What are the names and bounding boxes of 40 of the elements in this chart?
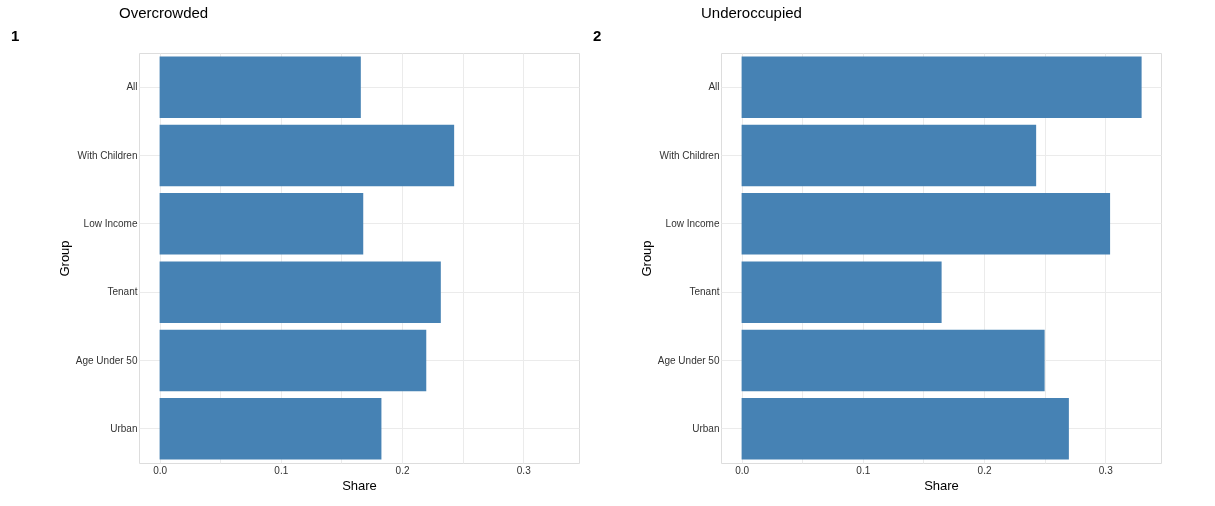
- y-tick-label: With Children: [659, 149, 720, 161]
- y-axis-title: Group: [638, 240, 654, 277]
- x-tick-label: 0.1: [856, 464, 871, 476]
- chart-title: Overcrowded: [119, 4, 209, 21]
- y-tick-label: Tenant: [689, 286, 720, 298]
- y-tick-label: Tenant: [107, 286, 138, 298]
- bar: [741, 261, 942, 323]
- y-tick-label: All: [708, 81, 720, 93]
- y-tick-label: Age Under 50: [75, 354, 138, 366]
- y-tick-label: Age Under 50: [657, 354, 720, 366]
- bar: [741, 124, 1037, 187]
- text: 1: [11, 27, 20, 44]
- bar: [741, 398, 1069, 460]
- y-tick-label: Urban: [110, 422, 138, 434]
- bar: [159, 56, 361, 118]
- chart-title: Underoccupied: [701, 4, 802, 21]
- x-tick-label: 0.2: [977, 464, 992, 476]
- y-tick-label: Urban: [692, 422, 720, 434]
- x-tick-label: 0.0: [735, 464, 750, 476]
- y-tick-label: Low Income: [665, 217, 720, 229]
- bar: [741, 56, 1142, 118]
- x-axis-title: Share: [342, 477, 377, 493]
- bar: [159, 193, 364, 255]
- y-tick-label: Low Income: [83, 217, 138, 229]
- y-tick-label: With Children: [77, 149, 138, 161]
- bar: [159, 398, 382, 460]
- x-tick-label: 0.1: [274, 464, 289, 476]
- bar: [159, 124, 455, 187]
- x-tick-label: 0.3: [516, 464, 532, 476]
- x-axis-title: Share: [924, 477, 959, 493]
- bar: [159, 329, 427, 392]
- text: 2: [593, 27, 602, 44]
- y-tick-label: All: [126, 81, 138, 93]
- bar: [741, 193, 1111, 255]
- y-axis-title: Group: [56, 240, 72, 277]
- x-tick-label: 0.3: [1098, 464, 1114, 476]
- bar: [741, 329, 1045, 392]
- x-tick-label: 0.2: [395, 464, 410, 476]
- x-tick-label: 0.0: [153, 464, 168, 476]
- bar: [159, 261, 441, 323]
